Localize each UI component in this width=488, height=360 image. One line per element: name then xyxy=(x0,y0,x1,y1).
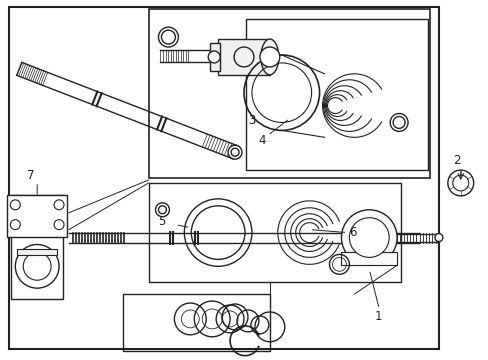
Text: 4: 4 xyxy=(257,134,265,147)
Text: 3: 3 xyxy=(247,114,255,127)
Circle shape xyxy=(227,145,242,159)
Circle shape xyxy=(434,234,442,242)
Ellipse shape xyxy=(261,39,278,75)
Text: 1: 1 xyxy=(373,310,381,323)
Bar xyxy=(9,7,438,349)
Bar xyxy=(17,249,57,255)
Text: 6: 6 xyxy=(349,226,356,239)
Bar xyxy=(218,39,269,75)
Circle shape xyxy=(349,218,388,257)
Bar xyxy=(7,195,67,237)
Text: 5: 5 xyxy=(158,215,165,228)
Text: 2: 2 xyxy=(452,154,460,167)
Text: 7: 7 xyxy=(27,168,35,181)
Bar xyxy=(122,294,269,351)
Bar xyxy=(11,195,63,299)
Bar xyxy=(341,252,396,265)
Bar xyxy=(245,19,427,170)
Bar xyxy=(210,43,220,71)
Bar xyxy=(148,9,429,178)
Circle shape xyxy=(260,47,279,67)
Circle shape xyxy=(208,51,220,63)
Circle shape xyxy=(341,210,396,265)
Bar xyxy=(148,183,400,282)
